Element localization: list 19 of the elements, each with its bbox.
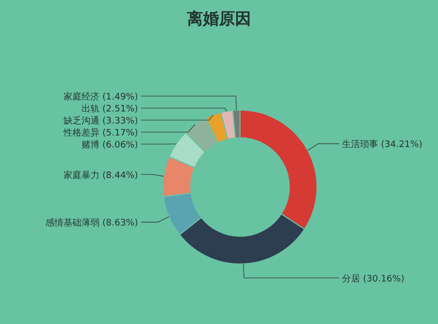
slice-label: 缺乏沟通 xyxy=(63,116,100,127)
slice-label: 出轨 xyxy=(81,104,100,115)
data-label: (6.06%) xyxy=(102,140,138,151)
slice-label: 感情基础薄弱 xyxy=(45,218,100,229)
slice-label: 分居 xyxy=(342,273,360,284)
data-label: (1.49%) xyxy=(102,92,138,103)
data-label: (3.33%) xyxy=(102,116,138,127)
slice-label: 性格差异 xyxy=(62,128,100,139)
data-label: (8.63%) xyxy=(102,218,138,229)
data-label: (8.44%) xyxy=(102,170,138,181)
chart-title: 离婚原因 xyxy=(186,9,251,28)
slice-label: 生活琐事 xyxy=(342,139,378,150)
data-label: (5.17%) xyxy=(102,128,138,139)
data-label: (30.16%) xyxy=(363,274,404,284)
slice-label: 家庭经济 xyxy=(63,92,100,103)
data-label: (34.21%) xyxy=(381,140,422,150)
slice-label: 家庭暴力 xyxy=(63,170,100,181)
slice-label: 赌博 xyxy=(81,140,100,151)
data-label: (2.51%) xyxy=(102,104,138,115)
